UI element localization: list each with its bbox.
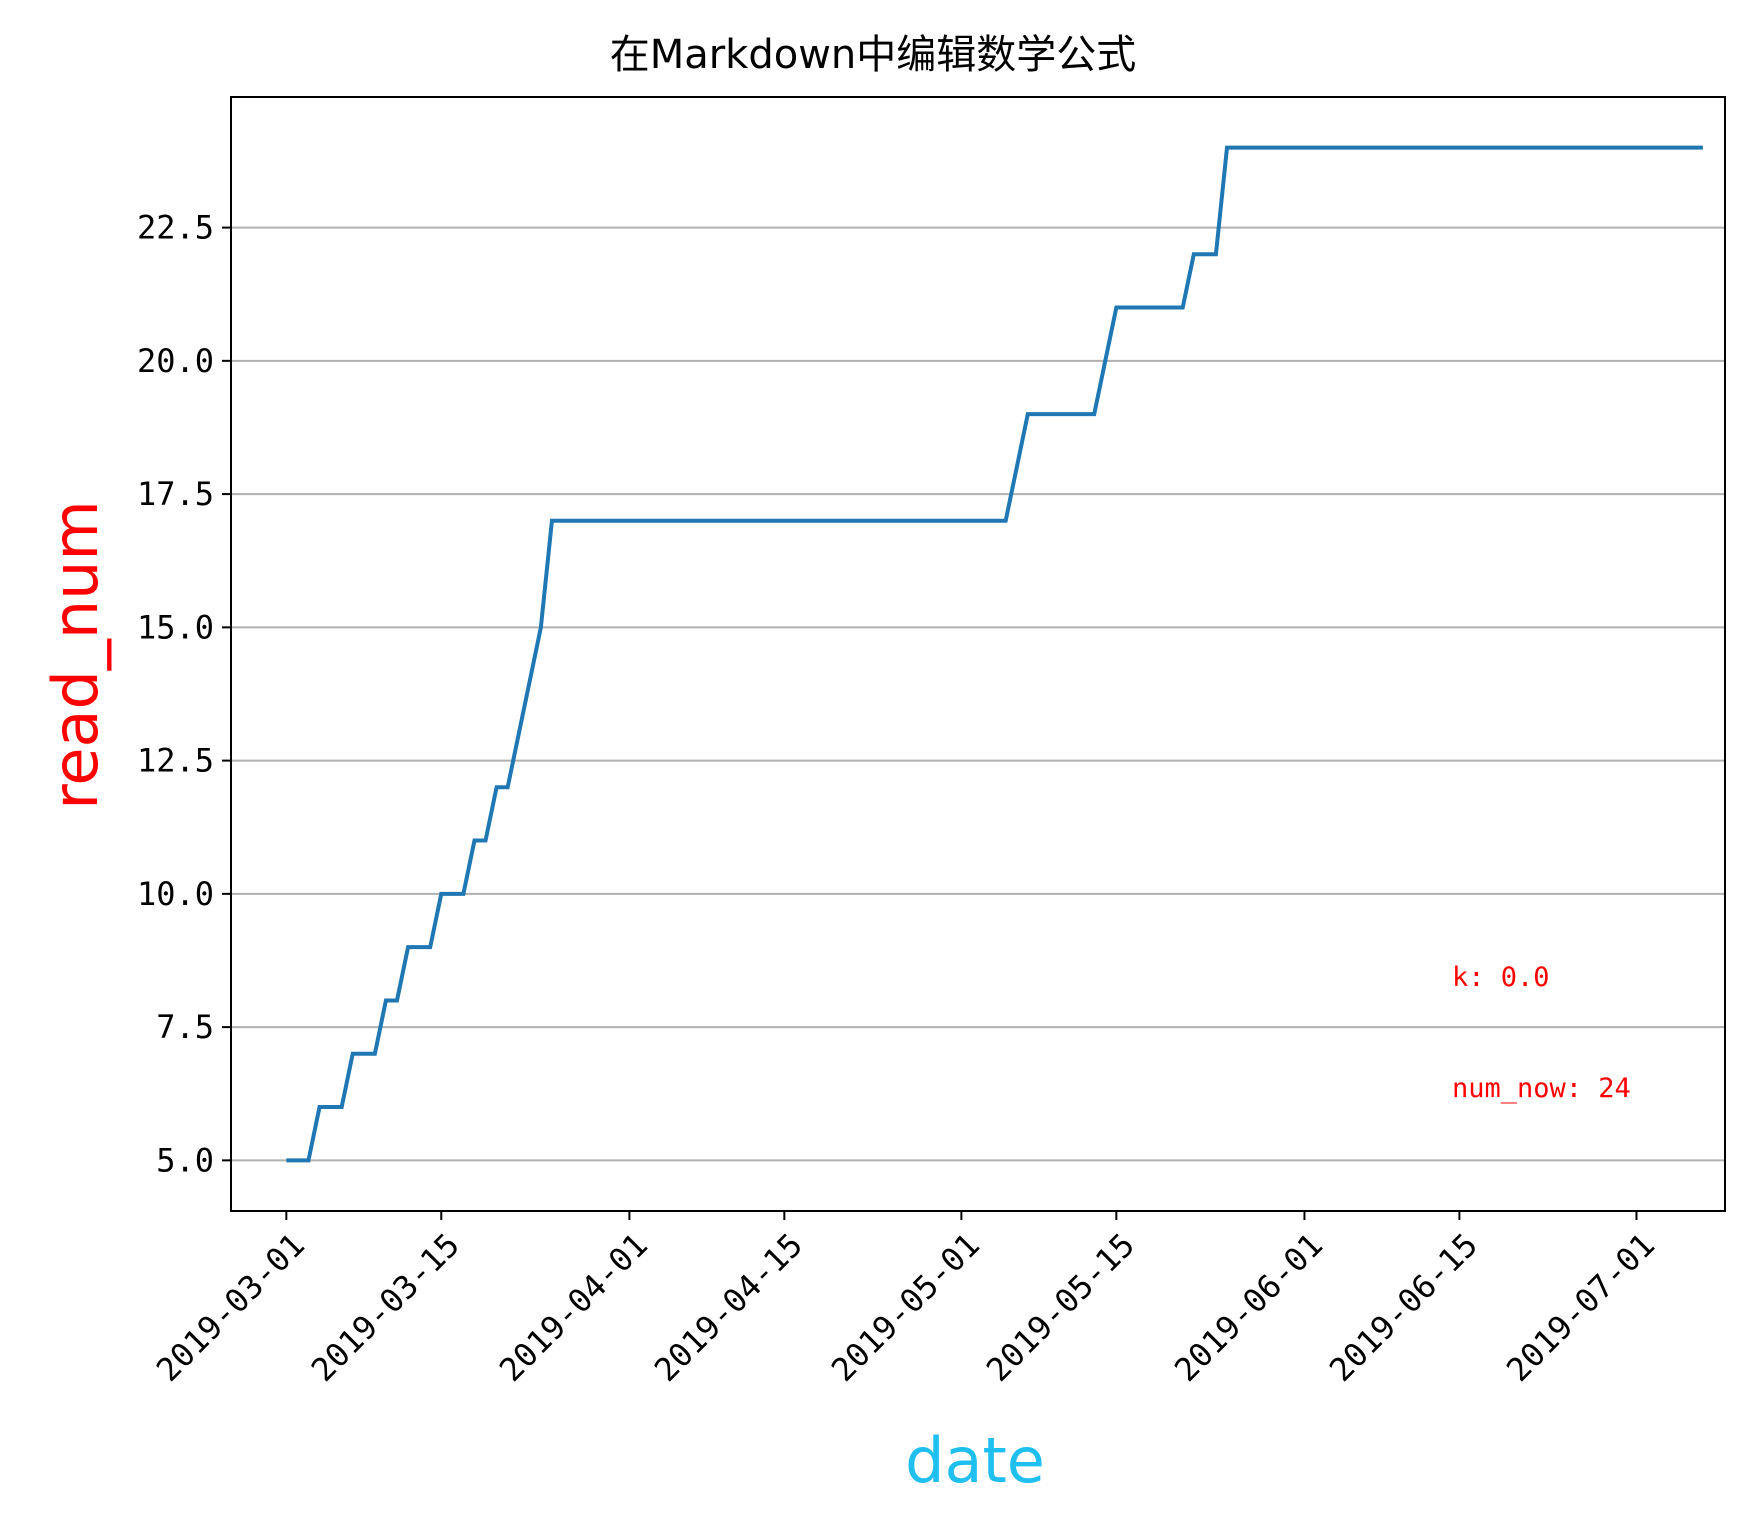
series-line (286, 145, 1703, 1163)
y-tick-label: 20.0 (137, 342, 214, 380)
x-axis-title: date (905, 1424, 1045, 1497)
y-tick-label: 10.0 (137, 875, 214, 913)
y-tick-label: 17.5 (137, 475, 214, 513)
plot-area (286, 145, 1703, 1163)
annotation-label: num_now: 24 (1452, 1073, 1631, 1104)
y-tick-label: 7.5 (156, 1008, 214, 1046)
chart-title: 在Markdown中编辑数学公式 (610, 32, 1137, 78)
axes-frame (230, 96, 1726, 1212)
annotations: k: 0.0 num_now: 24 (1452, 962, 1631, 1104)
y-axis: 5.0 7.5 10.0 12.5 15.0 17.5 20.0 22.5 (137, 209, 231, 1179)
y-tick-label: 22.5 (137, 209, 214, 247)
y-tick-label: 12.5 (137, 742, 214, 780)
y-axis-title: read_num (39, 500, 112, 810)
grid-lines (231, 226, 1725, 1162)
y-tick-label: 5.0 (156, 1141, 214, 1179)
annotation-label: k: 0.0 (1452, 962, 1550, 993)
y-tick-label: 15.0 (137, 608, 214, 646)
